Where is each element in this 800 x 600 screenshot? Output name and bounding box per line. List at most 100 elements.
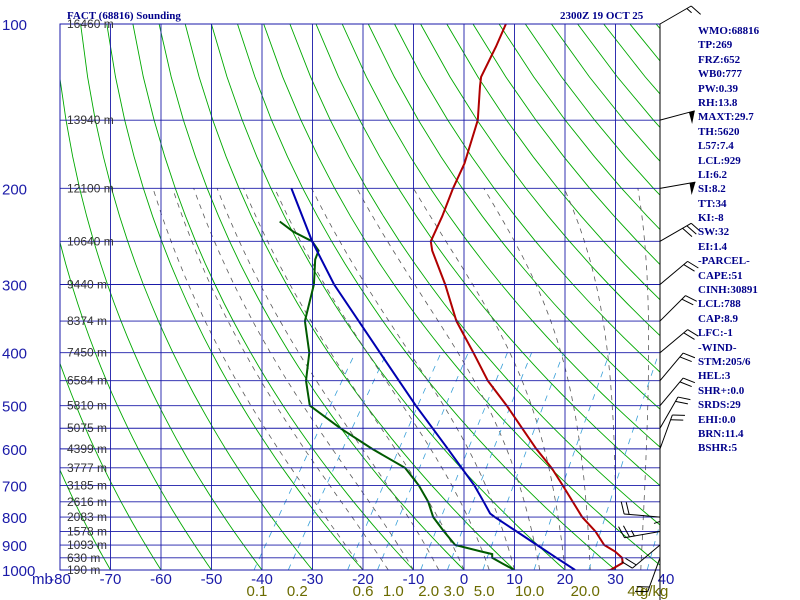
wind-barb-full-flag — [687, 329, 699, 337]
sounding-index-item: SRDS:29 — [698, 399, 741, 412]
dry-adiabat — [60, 361, 162, 570]
moist-adiabat — [483, 188, 591, 570]
wind-barb — [659, 181, 696, 195]
mixing-ratio-label: 10.0 — [515, 583, 544, 600]
dry-adiabat — [237, 24, 617, 570]
sounding-index-item: PW:0.39 — [698, 82, 739, 95]
sounding-index-item: EI:1.4 — [698, 240, 728, 253]
height-label: 3185 m — [67, 478, 107, 492]
pressure-tick-label: 500 — [2, 399, 27, 416]
wind-barb-full-flag — [675, 400, 688, 405]
sounding-index-item: SHR+:0.0 — [698, 384, 745, 397]
wind-barb-full-flag — [681, 298, 694, 306]
wind-barb — [659, 329, 699, 354]
height-label: 190 m — [67, 563, 100, 577]
dry-adiabat — [132, 24, 415, 570]
pressure-tick-label: 1000 — [2, 563, 35, 580]
mixing-ratio-line — [287, 352, 388, 570]
wind-barb-pennant — [688, 110, 695, 124]
height-label: 7450 m — [67, 346, 107, 360]
wind-barb-staff — [659, 110, 695, 121]
dry-adiabat — [341, 24, 660, 448]
sounding-index-item: BSHR:5 — [698, 442, 738, 455]
dry-adiabat — [289, 24, 660, 526]
wind-barb — [659, 414, 685, 450]
dry-adiabat — [420, 24, 660, 337]
height-label: 2616 m — [67, 495, 107, 509]
wind-barb — [659, 570, 661, 600]
wind-barb-full-flag — [618, 526, 625, 538]
mixing-ratio-label: 20.0 — [571, 583, 600, 600]
wind-barb-full-flag — [686, 225, 697, 235]
wind-barb — [621, 544, 661, 569]
dry-adiabat — [184, 24, 516, 570]
sounding-index-item: BRN:11.4 — [698, 427, 744, 440]
dewpoint-trace — [279, 220, 515, 570]
moist-adiabat — [311, 188, 515, 570]
sounding-index-item: STM:205/6 — [698, 355, 751, 368]
sounding-index-item: -PARCEL- — [698, 255, 750, 268]
mixing-ratio-line — [482, 352, 564, 570]
wind-barb-full-flag — [687, 260, 699, 269]
pressure-tick-label: 100 — [2, 17, 27, 34]
wind-barb — [659, 5, 701, 25]
pressure-tick-label: 400 — [2, 346, 27, 363]
temperature-tick-label: 10 — [506, 571, 523, 588]
sounding-index-item: FRZ:652 — [698, 53, 741, 66]
wind-barb-full-flag — [685, 295, 697, 302]
wind-barb-full-flag — [625, 557, 637, 566]
wind-barb-staff — [659, 181, 696, 189]
wind-barb-staff — [659, 396, 679, 429]
mixing-ratio-label: 0.6 — [353, 583, 374, 600]
moist-adiabat — [216, 188, 440, 570]
dry-adiabat — [60, 569, 61, 570]
chart-title: FACT (68816) Sounding — [67, 10, 181, 22]
wind-barb-half-flag — [653, 520, 661, 524]
wind-barb-staff — [659, 414, 673, 450]
wind-barb-full-flag — [677, 396, 691, 401]
height-label: 6584 m — [67, 374, 107, 388]
sounding-index-item: LI:6.2 — [698, 168, 728, 181]
temperature-tick-label: -30 — [302, 571, 324, 588]
wind-barb-staff — [647, 557, 661, 592]
dry-adiabat — [315, 24, 660, 487]
height-label: 2083 m — [67, 510, 107, 524]
temperature-tick-label: -40 — [251, 571, 273, 588]
temperature-tick-label: -50 — [201, 571, 223, 588]
parcel-trace — [290, 188, 576, 570]
sounding-index-item: LCL:929 — [698, 154, 741, 167]
wind-barb-full-flag — [679, 381, 692, 388]
pressure-tick-label: 200 — [2, 181, 27, 198]
mixing-ratio-label: 0.1 — [247, 583, 268, 600]
sounding-indices-panel: WMO:68816 TP:269 FRZ:652 WB0:777 PW:0.39 RH:1… — [698, 24, 759, 456]
temperature-tick-label: -60 — [150, 571, 172, 588]
pressure-axis-unit-label: mb — [32, 571, 53, 588]
dry-adiabat — [60, 75, 263, 570]
sounding-index-item: SI:8.2 — [698, 183, 726, 196]
temperature-tick-label: -80 — [49, 571, 71, 588]
dry-adiabat — [446, 24, 660, 301]
wind-barb — [659, 352, 696, 381]
sounding-index-item: KI:-8 — [698, 212, 724, 225]
sounding-index-item: WB0:777 — [698, 68, 742, 81]
wind-barb-full-flag — [682, 352, 696, 359]
wind-barb-full-flag — [682, 377, 696, 384]
temperature-tick-label: 40 — [658, 571, 675, 588]
height-label: 10640 m — [67, 234, 114, 248]
wind-barb — [659, 222, 701, 242]
temperature-tick-label: 0 — [460, 571, 468, 588]
wind-barb-staff — [624, 513, 661, 518]
wind-barb-full-flag — [623, 525, 630, 538]
wind-barb — [653, 485, 661, 524]
wind-barb-full-flag — [683, 332, 695, 340]
height-label: 5810 m — [67, 399, 107, 413]
moist-adiabat — [172, 188, 389, 570]
height-label: 5075 m — [67, 421, 107, 435]
temperature-tick-label: 30 — [607, 571, 624, 588]
height-label: 8374 m — [67, 314, 107, 328]
dry-adiabat — [106, 24, 364, 570]
mixing-ratio-label: 2.0 — [418, 583, 439, 600]
pressure-tick-label: 700 — [2, 478, 27, 495]
wind-barb-staff — [624, 530, 661, 539]
